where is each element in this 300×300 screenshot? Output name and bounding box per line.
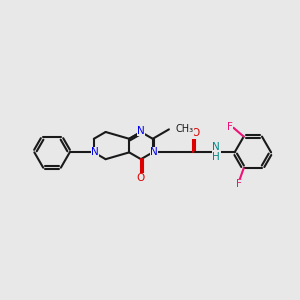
Text: H: H bbox=[212, 152, 220, 162]
Text: F: F bbox=[236, 179, 242, 189]
Text: O: O bbox=[191, 128, 199, 138]
Text: N: N bbox=[137, 126, 145, 136]
Text: O: O bbox=[137, 173, 145, 183]
Text: N: N bbox=[91, 147, 99, 158]
Text: N: N bbox=[212, 142, 220, 152]
Text: CH₃: CH₃ bbox=[176, 124, 194, 134]
Text: F: F bbox=[227, 122, 233, 132]
Text: N: N bbox=[150, 147, 158, 158]
